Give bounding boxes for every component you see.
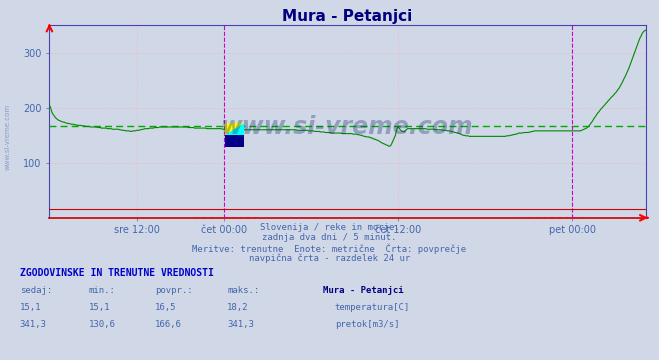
Text: 15,1: 15,1 [89, 303, 111, 312]
Text: 15,1: 15,1 [20, 303, 42, 312]
Text: Slovenija / reke in morje.: Slovenija / reke in morje. [260, 223, 399, 232]
Text: 16,5: 16,5 [155, 303, 177, 312]
Text: Meritve: trenutne  Enote: metrične  Črta: povprečje: Meritve: trenutne Enote: metrične Črta: … [192, 243, 467, 254]
Text: pretok[m3/s]: pretok[m3/s] [335, 320, 399, 329]
Text: ZGODOVINSKE IN TRENUTNE VREDNOSTI: ZGODOVINSKE IN TRENUTNE VREDNOSTI [20, 268, 214, 278]
Text: maks.:: maks.: [227, 286, 260, 295]
Text: min.:: min.: [89, 286, 116, 295]
Bar [225, 135, 244, 147]
Text: Mura - Petanjci: Mura - Petanjci [323, 286, 403, 295]
Text: sedaj:: sedaj: [20, 286, 52, 295]
Text: www.si-vreme.com: www.si-vreme.com [221, 115, 474, 139]
Text: 341,3: 341,3 [227, 320, 254, 329]
Text: temperatura[C]: temperatura[C] [335, 303, 410, 312]
Text: zadnja dva dni / 5 minut.: zadnja dva dni / 5 minut. [262, 233, 397, 242]
Text: povpr.:: povpr.: [155, 286, 192, 295]
Text: 166,6: 166,6 [155, 320, 182, 329]
Title: Mura - Petanjci: Mura - Petanjci [283, 9, 413, 24]
Text: 341,3: 341,3 [20, 320, 47, 329]
Text: www.si-vreme.com: www.si-vreme.com [5, 104, 11, 170]
Polygon shape [225, 123, 244, 135]
Text: 18,2: 18,2 [227, 303, 249, 312]
Text: 130,6: 130,6 [89, 320, 116, 329]
Polygon shape [225, 123, 244, 135]
Text: navpična črta - razdelek 24 ur: navpična črta - razdelek 24 ur [249, 253, 410, 263]
